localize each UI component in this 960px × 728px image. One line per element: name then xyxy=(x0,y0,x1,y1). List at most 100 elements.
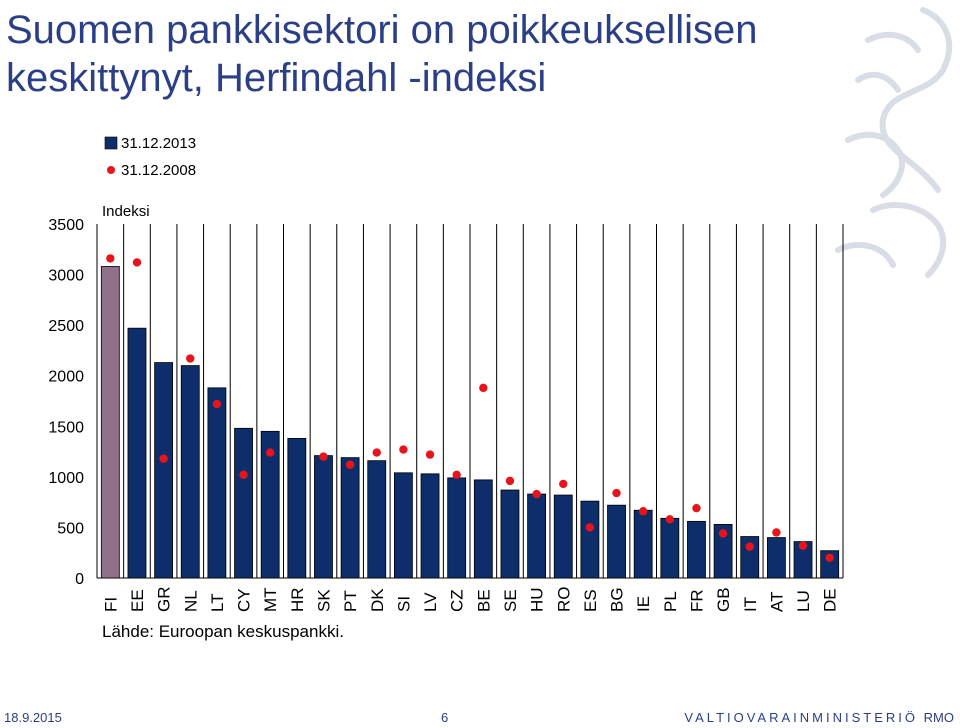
dot-hu xyxy=(532,489,541,499)
x-tick-label: ES xyxy=(581,589,600,612)
footer-date: 18.9.2015 xyxy=(4,710,62,725)
y-tick-label: 3000 xyxy=(48,268,84,285)
y-tick-label: 1000 xyxy=(48,470,84,487)
dot-fi xyxy=(106,254,115,263)
x-tick-label: MT xyxy=(261,587,280,612)
dot-ro xyxy=(559,479,568,489)
x-tick-label: FI xyxy=(101,597,120,612)
dot-gb xyxy=(718,529,728,538)
x-tick-label: DE xyxy=(821,588,840,612)
dot-lu xyxy=(798,541,808,550)
dot-dk xyxy=(372,448,381,457)
x-tick-label: IT xyxy=(741,597,760,612)
legend-label: 31.12.2013 xyxy=(121,135,196,152)
bar-ie xyxy=(633,509,653,579)
x-tick-label: HU xyxy=(528,587,547,612)
y-axis-label: Indeksi xyxy=(102,203,150,220)
x-tick-label: EE xyxy=(128,589,147,612)
x-tick-label: PL xyxy=(661,591,680,612)
y-tick-label: 0 xyxy=(75,571,84,588)
x-tick-label: IE xyxy=(634,596,653,612)
x-tick-label: SI xyxy=(394,596,413,612)
dot-fr xyxy=(692,504,701,513)
dot-it xyxy=(745,542,754,551)
bar-pt xyxy=(340,457,360,579)
legend-swatch-dot xyxy=(107,166,115,174)
bar-hu xyxy=(527,493,547,579)
bar-be xyxy=(473,479,493,579)
legend-label: 31.12.2008 xyxy=(121,162,196,179)
dot-es xyxy=(585,523,595,532)
bar-mt xyxy=(260,430,280,579)
x-tick-label: LU xyxy=(794,590,813,612)
bar-it xyxy=(740,536,760,579)
dot-se xyxy=(505,476,515,486)
bar-hr xyxy=(287,438,307,579)
bar-gr xyxy=(154,362,174,579)
legend-swatch-bar xyxy=(104,136,118,150)
x-tick-label: SE xyxy=(501,589,520,612)
x-tick-label: HR xyxy=(288,587,307,612)
slide-title: Suomen pankkisektori on poikkeuksellisen… xyxy=(6,8,758,100)
bar-gb xyxy=(713,523,733,579)
bar-fi xyxy=(100,266,120,579)
dot-at xyxy=(772,528,781,537)
x-tick-label: DK xyxy=(368,588,387,612)
y-tick-label: 2000 xyxy=(48,369,84,386)
bar-ro xyxy=(553,494,573,579)
x-tick-label: PT xyxy=(341,590,360,612)
x-tick-label: SK xyxy=(314,589,333,612)
x-tick-label: LT xyxy=(208,593,227,612)
dot-cy xyxy=(239,470,248,480)
dot-mt xyxy=(265,448,275,457)
dot-be xyxy=(479,383,488,393)
y-tick-label: 3500 xyxy=(48,217,84,234)
bar-pl xyxy=(660,517,680,579)
footer-page-number: 6 xyxy=(441,710,449,725)
bar-sk xyxy=(314,455,333,579)
footer-organisation-short: RMO xyxy=(923,710,954,725)
dot-si xyxy=(399,445,408,454)
dot-bg xyxy=(612,488,621,498)
bar-si xyxy=(393,472,413,579)
bar-ee xyxy=(127,327,147,579)
dot-ie xyxy=(638,507,648,516)
bar-cz xyxy=(447,477,467,579)
y-tick-label: 2500 xyxy=(48,318,84,335)
x-tick-label: RO xyxy=(554,587,573,613)
x-tick-label: CY xyxy=(235,588,254,612)
y-tick-label: 500 xyxy=(57,520,84,537)
bar-dk xyxy=(367,460,387,579)
x-tick-label: FR xyxy=(687,589,706,612)
bar-cy xyxy=(234,427,253,579)
bar-at xyxy=(766,537,786,579)
dot-lt xyxy=(212,399,222,409)
bar-fr xyxy=(687,520,706,579)
coat-of-arms-lion-watermark xyxy=(835,7,953,278)
x-tick-label: AT xyxy=(767,592,786,612)
y-tick-label: 1500 xyxy=(48,419,84,436)
dot-cz xyxy=(452,470,461,480)
dot-ee xyxy=(132,258,142,267)
x-tick-label: GB xyxy=(714,587,733,612)
x-tick-label: GR xyxy=(155,587,174,613)
bar-de xyxy=(820,550,840,579)
dot-gr xyxy=(159,454,168,463)
x-tick-label: BG xyxy=(608,587,627,612)
x-tick-label: LV xyxy=(421,592,440,612)
dot-lv xyxy=(425,450,435,459)
bar-nl xyxy=(180,365,200,579)
bar-bg xyxy=(607,504,626,579)
x-tick-label: CZ xyxy=(448,589,467,612)
dot-sk xyxy=(319,452,328,461)
dot-de xyxy=(825,553,834,562)
footer-organisation: VALTIOVARAINMINISTERIÖ xyxy=(684,710,918,725)
x-tick-label: NL xyxy=(181,590,200,612)
bar-lt xyxy=(207,387,227,579)
x-tick-label: BE xyxy=(474,589,493,612)
dot-pl xyxy=(665,515,675,524)
bar-lv xyxy=(420,473,440,579)
bar-se xyxy=(500,489,520,579)
dot-nl xyxy=(186,354,195,363)
